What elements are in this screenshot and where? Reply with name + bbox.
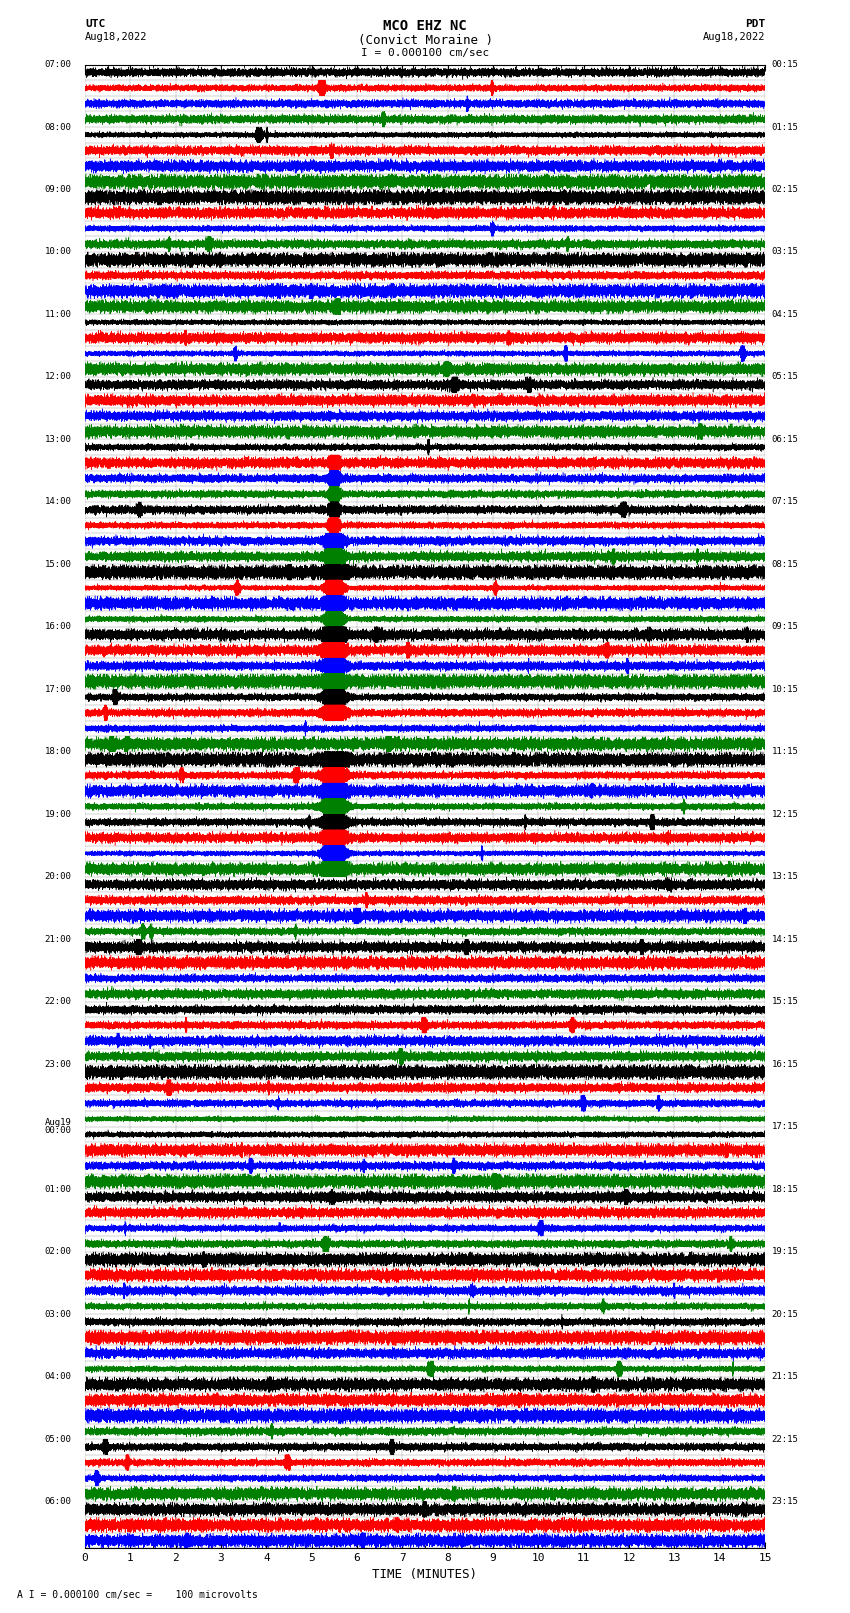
Text: UTC: UTC <box>85 19 105 29</box>
Text: 18:00: 18:00 <box>44 747 71 756</box>
Text: 00:15: 00:15 <box>772 60 799 69</box>
Text: 04:00: 04:00 <box>44 1373 71 1381</box>
Text: 17:15: 17:15 <box>772 1123 799 1131</box>
Text: 22:15: 22:15 <box>772 1434 799 1444</box>
Text: 01:00: 01:00 <box>44 1184 71 1194</box>
Text: 00:00: 00:00 <box>44 1126 71 1136</box>
Text: 13:00: 13:00 <box>44 436 71 444</box>
Text: 03:15: 03:15 <box>772 247 799 256</box>
Text: 18:15: 18:15 <box>772 1184 799 1194</box>
Text: 06:15: 06:15 <box>772 436 799 444</box>
Text: 23:15: 23:15 <box>772 1497 799 1507</box>
Text: 16:15: 16:15 <box>772 1060 799 1069</box>
X-axis label: TIME (MINUTES): TIME (MINUTES) <box>372 1568 478 1581</box>
Text: 16:00: 16:00 <box>44 623 71 631</box>
Text: 12:00: 12:00 <box>44 373 71 381</box>
Text: 05:00: 05:00 <box>44 1434 71 1444</box>
Text: 11:00: 11:00 <box>44 310 71 319</box>
Text: A I = 0.000100 cm/sec =    100 microvolts: A I = 0.000100 cm/sec = 100 microvolts <box>17 1590 258 1600</box>
Text: 11:15: 11:15 <box>772 747 799 756</box>
Text: 04:15: 04:15 <box>772 310 799 319</box>
Text: 01:15: 01:15 <box>772 123 799 132</box>
Text: 08:00: 08:00 <box>44 123 71 132</box>
Text: 20:00: 20:00 <box>44 873 71 881</box>
Text: 15:00: 15:00 <box>44 560 71 569</box>
Text: PDT: PDT <box>745 19 765 29</box>
Text: 07:00: 07:00 <box>44 60 71 69</box>
Text: 10:15: 10:15 <box>772 686 799 694</box>
Text: 14:00: 14:00 <box>44 497 71 506</box>
Text: 13:15: 13:15 <box>772 873 799 881</box>
Text: Aug18,2022: Aug18,2022 <box>702 32 765 42</box>
Text: 20:15: 20:15 <box>772 1310 799 1319</box>
Text: 05:15: 05:15 <box>772 373 799 381</box>
Text: 21:00: 21:00 <box>44 936 71 944</box>
Text: 02:15: 02:15 <box>772 185 799 194</box>
Text: 19:15: 19:15 <box>772 1247 799 1257</box>
Text: 15:15: 15:15 <box>772 997 799 1007</box>
Text: 22:00: 22:00 <box>44 997 71 1007</box>
Text: I = 0.000100 cm/sec: I = 0.000100 cm/sec <box>361 48 489 58</box>
Text: 08:15: 08:15 <box>772 560 799 569</box>
Text: 19:00: 19:00 <box>44 810 71 819</box>
Text: 03:00: 03:00 <box>44 1310 71 1319</box>
Text: 14:15: 14:15 <box>772 936 799 944</box>
Text: 21:15: 21:15 <box>772 1373 799 1381</box>
Text: MCO EHZ NC: MCO EHZ NC <box>383 19 467 34</box>
Text: Aug18,2022: Aug18,2022 <box>85 32 148 42</box>
Text: 17:00: 17:00 <box>44 686 71 694</box>
Text: (Convict Moraine ): (Convict Moraine ) <box>358 34 492 47</box>
Text: 12:15: 12:15 <box>772 810 799 819</box>
Text: Aug19: Aug19 <box>44 1118 71 1127</box>
Text: 23:00: 23:00 <box>44 1060 71 1069</box>
Text: 07:15: 07:15 <box>772 497 799 506</box>
Text: 09:00: 09:00 <box>44 185 71 194</box>
Text: 10:00: 10:00 <box>44 247 71 256</box>
Text: 06:00: 06:00 <box>44 1497 71 1507</box>
Text: 09:15: 09:15 <box>772 623 799 631</box>
Text: 02:00: 02:00 <box>44 1247 71 1257</box>
